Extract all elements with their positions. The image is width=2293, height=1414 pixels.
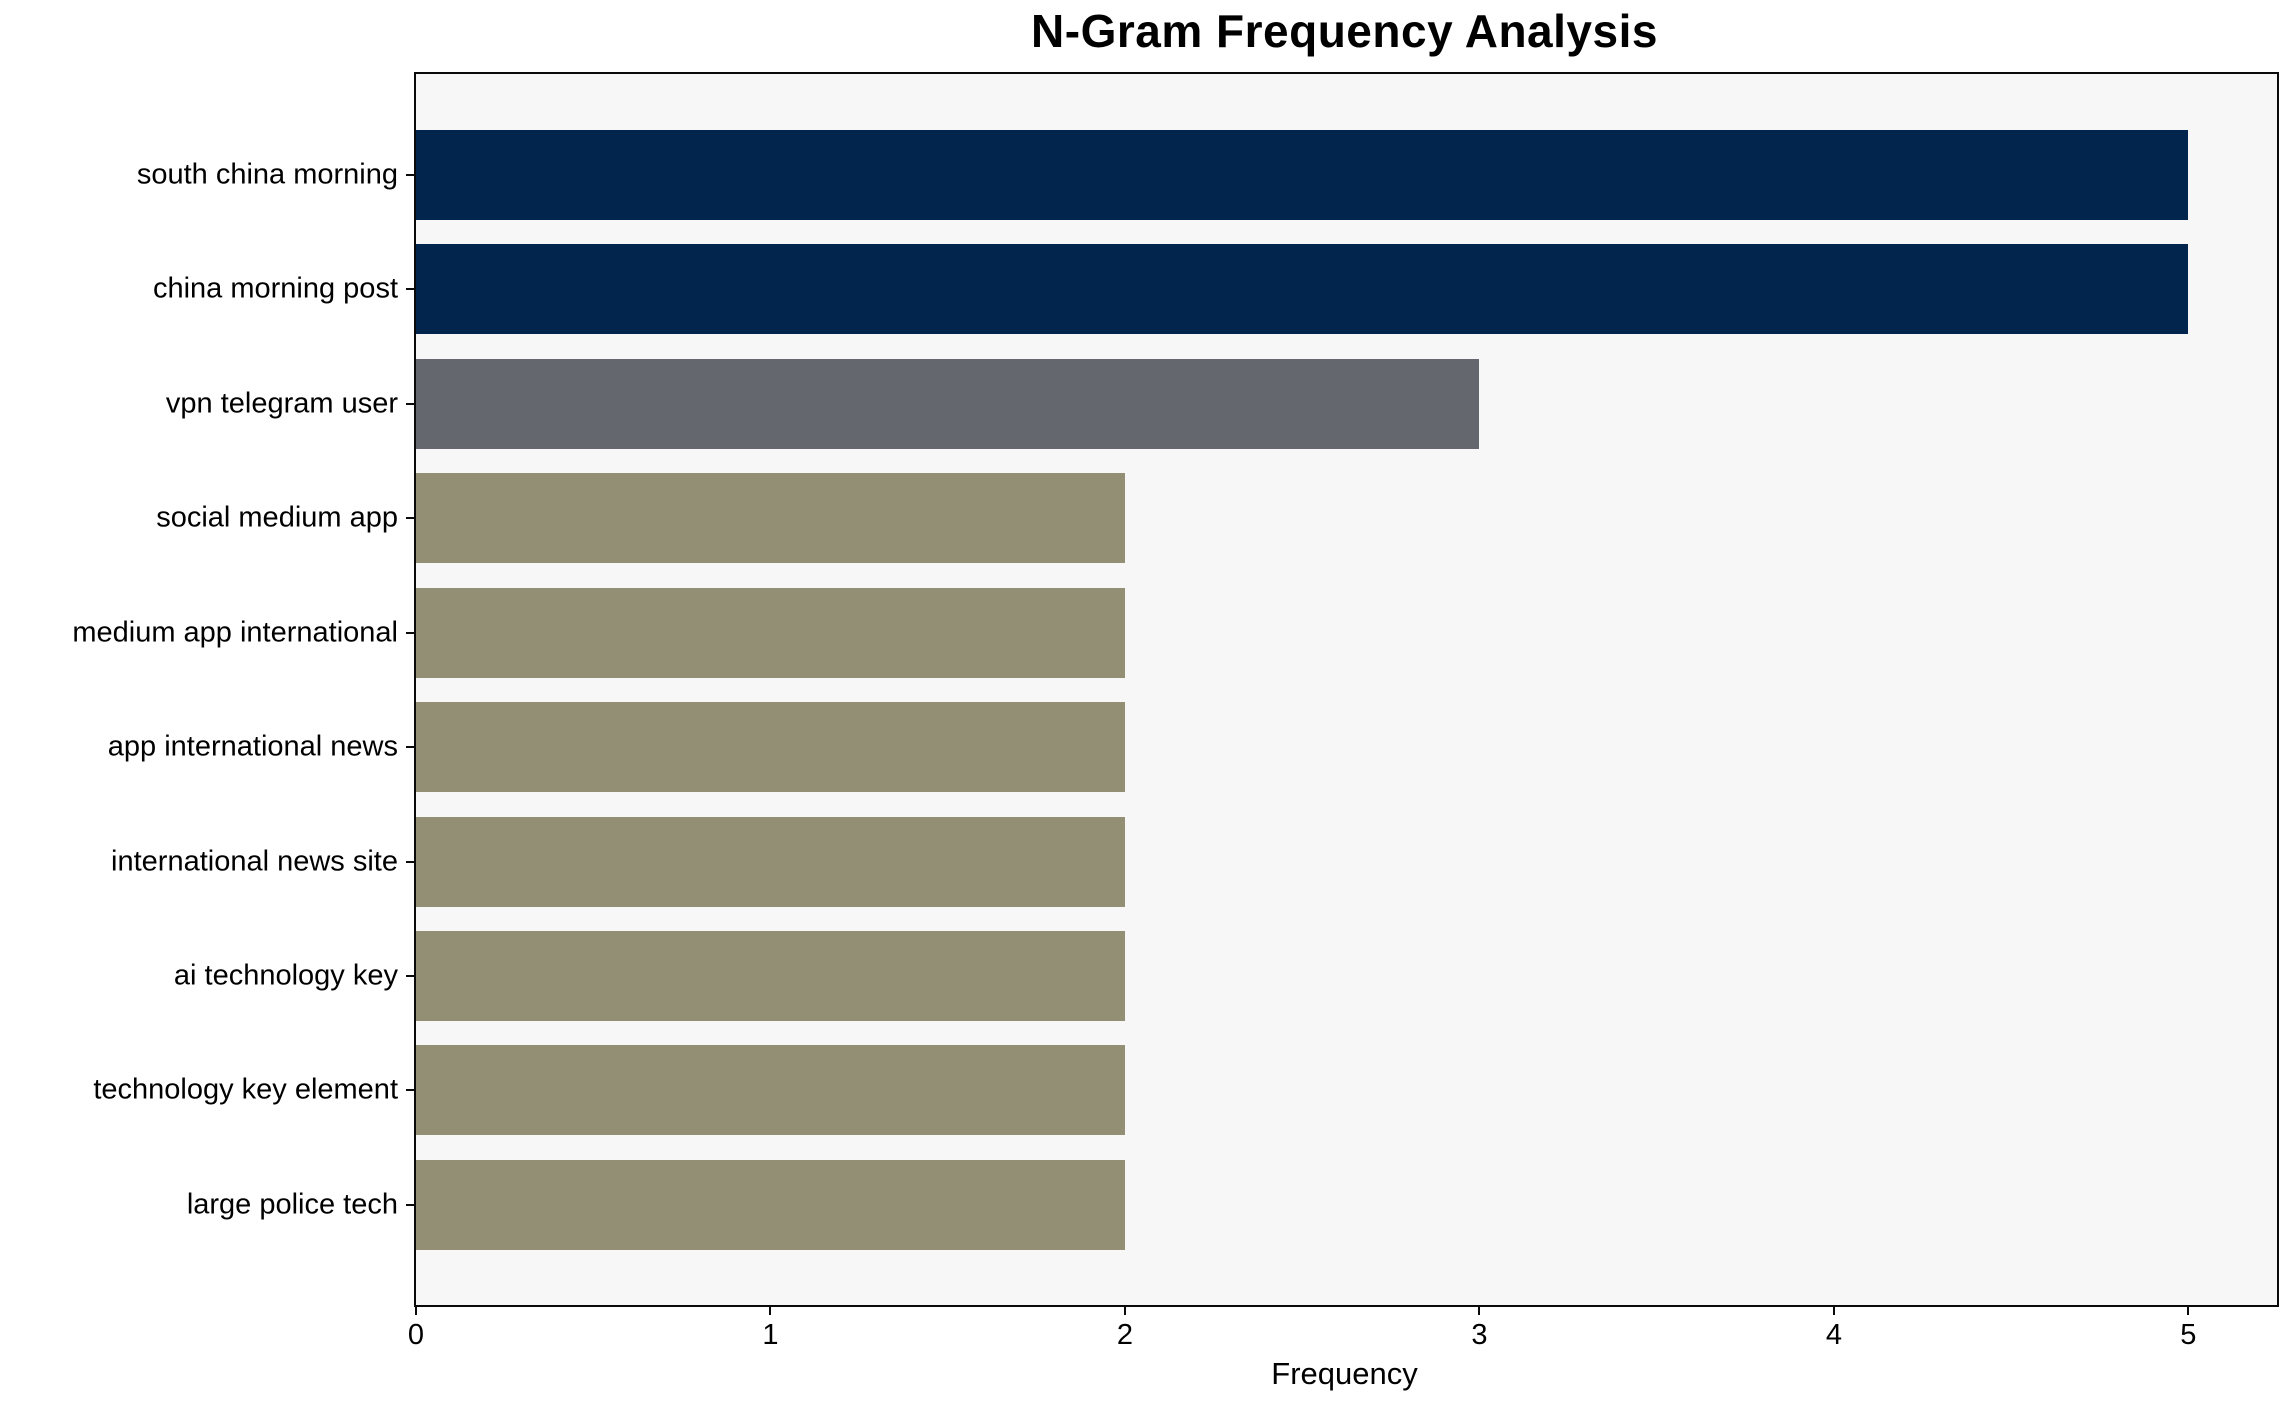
ytick-label-app-international-news: app international news	[107, 730, 398, 763]
xtick-label-2: 2	[1116, 1319, 1134, 1351]
ytick-mark	[406, 517, 416, 520]
ytick-label-south-china-morning: south china morning	[136, 158, 398, 191]
ytick-label-technology-key-element: technology key element	[93, 1073, 398, 1106]
ytick-mark	[406, 860, 416, 863]
xtick-label-1: 1	[762, 1319, 779, 1351]
ytick-label-social-medium-app: social medium app	[156, 501, 398, 534]
bar-large-police-tech	[416, 1159, 1125, 1250]
chart-title: N-Gram Frequency Analysis	[1031, 5, 1658, 57]
xtick-mark	[415, 1305, 417, 1315]
bar-app-international-news	[416, 702, 1125, 793]
ytick-label-china-morning-post: china morning post	[152, 272, 398, 305]
ytick-mark	[406, 174, 416, 176]
xtick-mark	[1123, 1305, 1126, 1315]
xtick-mark	[2187, 1305, 2190, 1315]
xtick-label-4: 4	[1825, 1319, 1842, 1351]
ytick-mark	[406, 746, 416, 749]
ytick-label-vpn-telegram-user: vpn telegram user	[165, 387, 398, 420]
ytick-mark	[406, 631, 416, 634]
bar-ai-technology-key	[416, 931, 1125, 1021]
bar-social-medium-app	[416, 473, 1125, 564]
plot-area: south china morning china morning post vpn…	[72, 72, 2279, 1351]
bar-china-morning-post	[416, 244, 2189, 335]
xtick-mark	[769, 1305, 772, 1315]
xtick-label-0: 0	[407, 1319, 425, 1351]
ytick-label-ai-technology-key: ai technology key	[173, 959, 398, 992]
bar-technology-key-element	[416, 1045, 1125, 1136]
xtick-mark	[1832, 1305, 1835, 1315]
bar-south-china-morning	[416, 130, 2189, 220]
ytick-mark	[406, 1089, 416, 1092]
bar-international-news-site	[416, 816, 1125, 907]
x-axis-label: Frequency	[1271, 1356, 1418, 1391]
xtick-mark	[1478, 1305, 1481, 1315]
ytick-mark	[406, 1203, 416, 1206]
ytick-label-international-news-site: international news site	[111, 845, 398, 878]
xtick-label-3: 3	[1471, 1319, 1488, 1351]
ytick-label-large-police-tech: large police tech	[186, 1188, 398, 1221]
bar-vpn-telegram-user	[416, 358, 1480, 449]
bar-medium-app-international	[416, 587, 1125, 678]
xtick-label-5: 5	[2180, 1319, 2197, 1351]
ytick-mark	[406, 288, 416, 291]
ytick-label-medium-app-international: medium app international	[72, 616, 398, 649]
ytick-mark	[406, 402, 416, 405]
ytick-mark	[406, 975, 416, 977]
